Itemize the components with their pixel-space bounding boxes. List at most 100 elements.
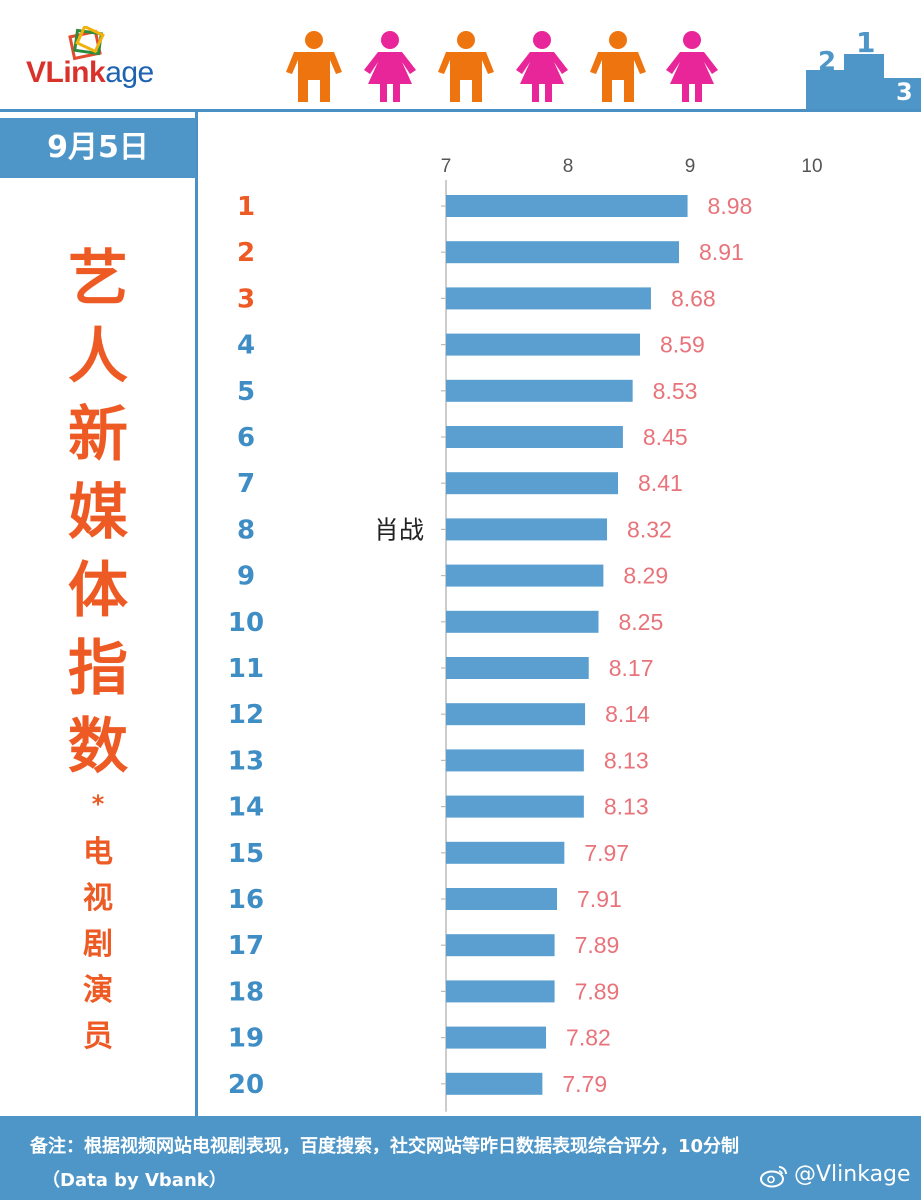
- value-label: 8.53: [653, 378, 698, 404]
- x-tick-label: 9: [685, 156, 696, 177]
- rank-label: 18: [228, 977, 264, 1007]
- rank-label: 2: [237, 238, 255, 268]
- sidebar-divider: [195, 112, 198, 1116]
- rank-label: 6: [237, 423, 255, 453]
- value-label: 8.13: [604, 747, 649, 773]
- value-label: 7.82: [566, 1025, 611, 1051]
- rank-label: 9: [237, 562, 255, 592]
- category-label: 肖战: [374, 515, 424, 544]
- bar: [446, 980, 555, 1003]
- value-label: 8.17: [609, 655, 654, 681]
- bar: [446, 749, 584, 772]
- rank-label: 14: [228, 793, 264, 823]
- value-label: 8.32: [627, 516, 672, 542]
- bar: [446, 934, 555, 957]
- value-label: 8.14: [605, 701, 650, 727]
- weibo-icon: [760, 1166, 787, 1188]
- female-person-icon: [364, 31, 416, 102]
- bar: [446, 287, 651, 310]
- rank-label: 16: [228, 885, 264, 915]
- podium-label-1: 1: [856, 26, 875, 59]
- rank-label: 15: [228, 839, 264, 869]
- value-label: 7.79: [562, 1071, 607, 1097]
- bar: [446, 195, 688, 217]
- title-char: 数: [68, 712, 128, 782]
- rank-label: 1: [237, 192, 255, 222]
- value-label: 7.89: [575, 932, 620, 958]
- subtitle-char: 剧: [83, 927, 113, 962]
- logo-main: VLink: [26, 56, 106, 89]
- bar: [446, 1072, 543, 1095]
- title-star: *: [91, 790, 105, 818]
- value-label: 8.59: [660, 332, 705, 358]
- date-label: 9月5日: [0, 118, 196, 178]
- bar: [446, 241, 680, 264]
- value-label: 8.91: [699, 239, 744, 265]
- rank-label: 20: [228, 1070, 264, 1100]
- value-label: 8.68: [671, 285, 716, 311]
- x-tick-label: 10: [801, 156, 822, 177]
- podium-label-3: 3: [896, 78, 913, 106]
- bar: [446, 795, 584, 818]
- title-char: 人: [68, 322, 128, 392]
- rank-label: 12: [228, 700, 264, 730]
- bar: [446, 841, 565, 864]
- value-label: 7.91: [577, 886, 622, 912]
- bar: [446, 472, 619, 495]
- title-char: 体: [68, 556, 128, 626]
- title-char: 新: [68, 400, 128, 470]
- header: VLinkage 2 1 3: [0, 0, 921, 112]
- subtitle-char: 员: [83, 1019, 113, 1054]
- bar: [446, 333, 640, 356]
- bar: [446, 610, 599, 633]
- rank-label: 10: [228, 608, 264, 638]
- subtitle-char: 电: [83, 835, 113, 870]
- rank-label: 7: [237, 469, 255, 499]
- male-person-icon: [438, 31, 494, 102]
- rank-label: 5: [237, 377, 255, 407]
- title-char: 艺: [68, 244, 128, 314]
- podium-label-2: 2: [818, 47, 836, 77]
- bar: [446, 1026, 547, 1049]
- rank-label: 4: [237, 331, 255, 361]
- subtitle-char: 演: [83, 973, 113, 1008]
- rank-label: 8: [237, 515, 255, 545]
- x-tick-label: 8: [563, 156, 574, 177]
- value-label: 7.97: [584, 840, 629, 866]
- logo-rest: age: [105, 56, 154, 89]
- podium-icon: 2 1 3: [806, 26, 921, 112]
- bar: [446, 888, 558, 910]
- male-person-icon: [590, 31, 646, 102]
- value-label: 8.25: [619, 609, 664, 635]
- bar-chart: 7 8 9 10 1 8.98 2 8.91 3 8.68 4 8.59 5 8.53 6 8.45 7 8.41…: [228, 156, 823, 1112]
- bar: [446, 426, 623, 448]
- subtitle-char: 视: [83, 881, 113, 916]
- vertical-subtitle: 电 视 剧 演 员: [58, 830, 138, 1060]
- female-person-icon: [666, 31, 718, 102]
- value-label: 8.45: [643, 424, 688, 450]
- title-char: 指: [68, 634, 128, 704]
- sidebar: [0, 112, 196, 1116]
- bar: [446, 657, 589, 679]
- rank-label: 11: [228, 654, 264, 684]
- bar: [446, 564, 604, 587]
- value-label: 8.13: [604, 794, 649, 820]
- people-icons: [284, 30, 724, 106]
- vertical-title: 艺 人 新 媒 体 指 数: [58, 240, 138, 786]
- data-source: （Data by Vbank）: [42, 1170, 227, 1191]
- footer-note: 备注：根据视频网站电视剧表现，百度搜索，社交网站等昨日数据表现综合评分，10分制: [30, 1136, 740, 1157]
- x-tick-label: 7: [441, 156, 452, 177]
- header-divider: [0, 109, 921, 112]
- male-person-icon: [286, 31, 342, 102]
- value-label: 7.89: [575, 978, 620, 1004]
- value-label: 8.41: [638, 470, 683, 496]
- bar: [446, 518, 608, 541]
- logo-text: VLinkage: [26, 56, 154, 90]
- female-person-icon: [516, 31, 568, 102]
- value-label: 8.29: [623, 563, 668, 589]
- rank-label: 3: [237, 284, 255, 314]
- rank-label: 19: [228, 1024, 264, 1054]
- title-char: 媒: [68, 478, 128, 548]
- weibo-text: @Vlinkage: [794, 1162, 911, 1187]
- logo-frames-icon: [68, 26, 105, 61]
